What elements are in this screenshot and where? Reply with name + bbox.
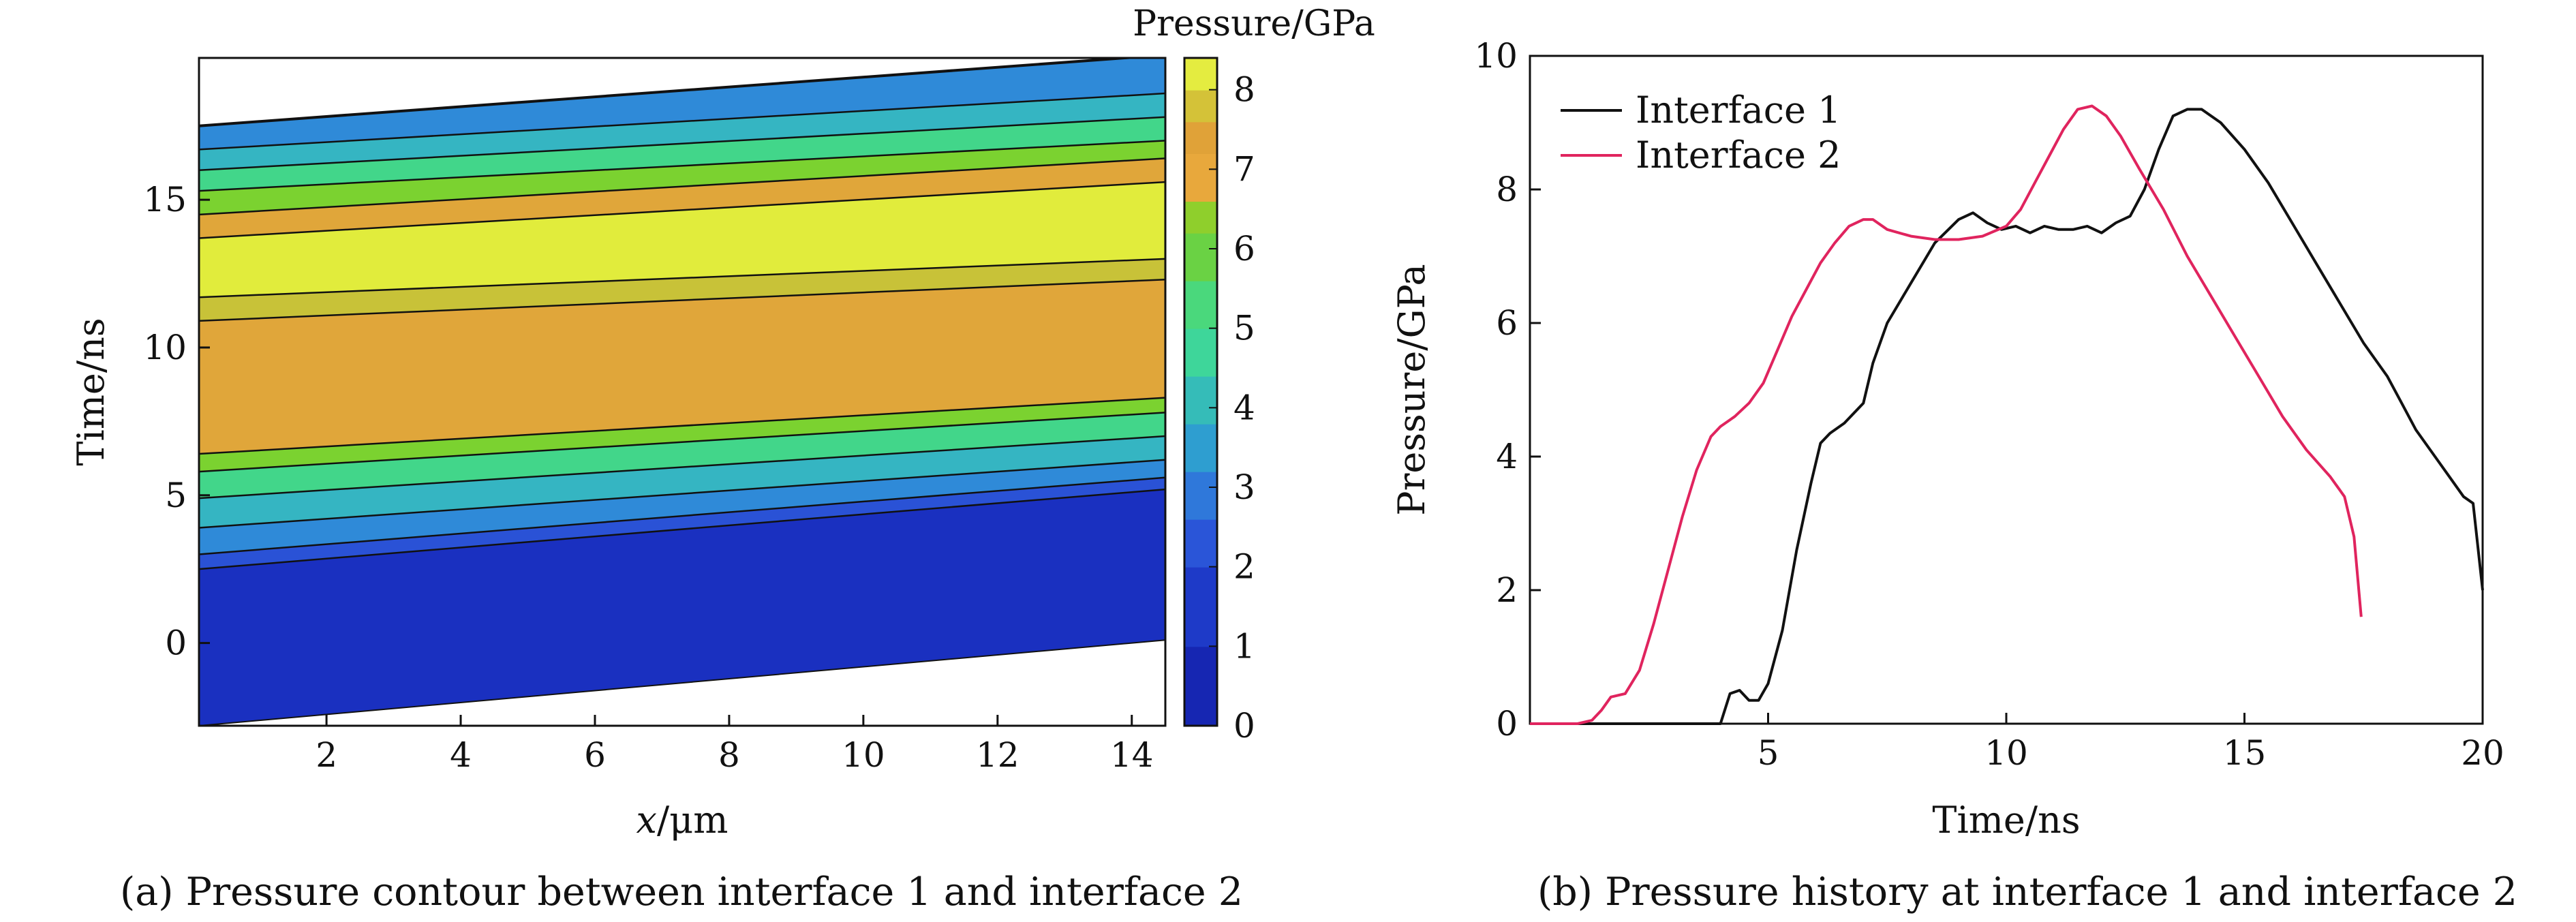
line-y-tick-label: 10 <box>1474 36 1518 76</box>
contour-x-ticks: 2 4 6 8 10 12 14 <box>316 715 1154 775</box>
colorbar-segment <box>1184 328 1217 377</box>
contour-x-tick-label: 4 <box>450 735 472 775</box>
colorbar-segment <box>1184 232 1217 281</box>
contour-line-6 <box>199 397 1165 455</box>
colorbar-segment <box>1184 471 1217 520</box>
colorbar-ticks: 0 1 2 3 4 5 6 7 8 <box>1209 70 1255 746</box>
contour-bands <box>199 58 1165 726</box>
caption-a: (a) Pressure contour between interface 1… <box>120 870 1243 915</box>
contour-lines <box>199 58 1165 726</box>
line-y-tick-label: 2 <box>1496 570 1518 610</box>
colorbar-segment <box>1184 423 1217 472</box>
colorbar-segment <box>1184 280 1217 329</box>
contour-line-9 <box>199 181 1165 239</box>
contour-x-tick-label: 14 <box>1110 735 1154 775</box>
colorbar-tick-label: 6 <box>1233 229 1255 268</box>
line-series <box>1530 104 2484 725</box>
colorbar-tick-label: 3 <box>1233 467 1255 507</box>
contour-x-tick-label: 12 <box>976 735 1019 775</box>
contour-line-1 <box>199 488 1165 570</box>
contour-y-tick-label: 15 <box>143 180 187 219</box>
contour-y-tick-label: 0 <box>165 624 187 663</box>
contour-line-13 <box>199 92 1165 151</box>
colorbar-segment <box>1184 375 1217 425</box>
colorbar-segment <box>1184 566 1217 647</box>
colorbar-tick-label: 2 <box>1233 547 1255 587</box>
colorbar-tick-label: 4 <box>1233 388 1255 427</box>
line-x-tick-label: 15 <box>2223 733 2267 773</box>
line-x-axis-label: Time/ns <box>1932 799 2080 842</box>
colorbar-tick-label: 0 <box>1233 706 1255 746</box>
line-y-axis-label: Pressure/GPa <box>1390 264 1433 516</box>
legend: Interface 1 Interface 2 <box>1561 89 1841 176</box>
contour-line-11 <box>199 140 1165 192</box>
colorbar-frame <box>1183 57 1218 727</box>
contour-plot-frame <box>198 57 1167 727</box>
colorbar-segment <box>1184 121 1217 154</box>
contour-x-axis-label: x/μm <box>637 799 729 842</box>
series-line-interface-2 <box>1530 104 2363 725</box>
line-x-tick-label: 10 <box>1984 733 2028 773</box>
line-x-tick-label: 5 <box>1758 733 1779 773</box>
contour-line-2 <box>199 476 1165 555</box>
line-y-ticks: 0 2 4 6 8 10 <box>1474 36 1541 743</box>
line-y-tick-label: 6 <box>1496 303 1518 343</box>
contour-y-tick-label: 5 <box>165 476 187 515</box>
contour-line-5 <box>199 412 1165 473</box>
colorbar-segment <box>1184 519 1217 568</box>
colorbar-segment <box>1184 58 1217 91</box>
legend-label-interface-2: Interface 2 <box>1636 134 1841 176</box>
colorbar-tick-label: 5 <box>1233 309 1255 348</box>
colorbar-segment <box>1184 201 1217 234</box>
colorbar <box>1184 58 1217 726</box>
colorbar-title: Pressure/GPa <box>1133 3 1375 44</box>
colorbar-tick-label: 8 <box>1233 70 1255 110</box>
legend-label-interface-1: Interface 1 <box>1636 89 1841 132</box>
contour-x-tick-label: 6 <box>584 735 606 775</box>
line-x-ticks: 5 10 15 20 <box>1758 713 2504 773</box>
contour-line-7 <box>199 278 1165 322</box>
domain-top-edge <box>199 58 1144 127</box>
line-y-tick-label: 4 <box>1496 437 1518 476</box>
contour-y-tick-label: 10 <box>143 328 187 367</box>
contour-line-8 <box>199 258 1165 298</box>
contour-line-3 <box>199 459 1165 529</box>
contour-line-4 <box>199 435 1165 500</box>
caption-b: (b) Pressure history at interface 1 and … <box>1537 870 2517 915</box>
line-y-tick-label: 8 <box>1496 170 1518 209</box>
colorbar-segment <box>1184 153 1217 202</box>
contour-x-tick-label: 2 <box>316 735 337 775</box>
colorbar-segment <box>1184 89 1217 123</box>
series-line-interface-1 <box>1530 108 2484 725</box>
contour-x-tick-label: 10 <box>842 735 885 775</box>
colorbar-tick-label: 1 <box>1233 626 1255 666</box>
contour-line-10 <box>199 157 1165 216</box>
domain-bottom-edge <box>199 639 1165 726</box>
contour-line-12 <box>199 116 1165 172</box>
line-x-tick-label: 20 <box>2461 733 2504 773</box>
line-y-tick-label: 0 <box>1496 704 1518 743</box>
contour-y-axis-label: Time/ns <box>70 318 112 465</box>
colorbar-segment <box>1184 646 1217 726</box>
colorbar-tick-label: 7 <box>1233 149 1255 189</box>
contour-y-ticks: 0 5 10 15 <box>143 180 210 663</box>
contour-x-tick-label: 8 <box>718 735 740 775</box>
